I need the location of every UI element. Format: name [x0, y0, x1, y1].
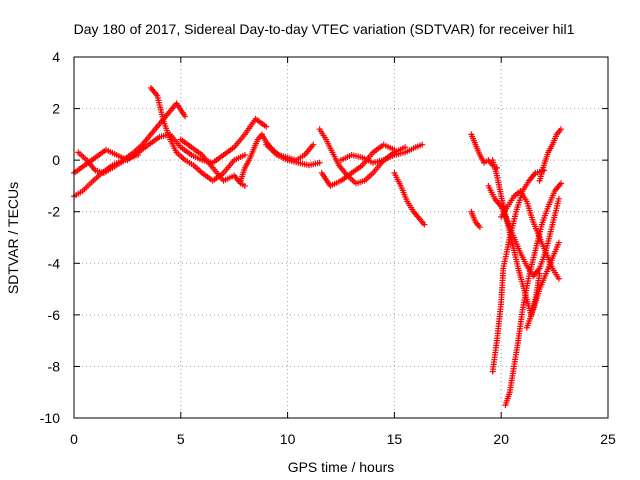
y-tick-label: -10: [40, 410, 60, 426]
tick-labels: 0 5 10 15 20 25 -10 -8 -6 -4 -2 0 2 4: [40, 49, 616, 447]
data-point: [421, 221, 428, 228]
x-axis-title: GPS time / hours: [288, 459, 395, 475]
series-track-7: [263, 141, 323, 169]
series-track-4: [147, 84, 248, 184]
data-point: [419, 141, 426, 148]
series-track-13: [468, 208, 483, 231]
y-axis-title: SDTVAR / TECUs: [5, 182, 21, 294]
y-tick-label: 0: [52, 152, 60, 168]
data-point: [402, 144, 409, 151]
data-point: [316, 159, 323, 166]
data-point: [555, 239, 562, 246]
series-track-15: [502, 180, 565, 409]
series-track-20: [536, 126, 565, 184]
series-track-1: [71, 115, 270, 177]
series-track-9: [318, 141, 398, 189]
chart-title: Day 180 of 2017, Sidereal Day-to-day VTE…: [74, 21, 575, 37]
y-tick-label: -4: [48, 255, 61, 271]
x-tick-label: 5: [177, 431, 185, 447]
plot-frame: [73, 56, 609, 419]
data-point: [135, 151, 142, 158]
axis-ticks: [73, 56, 609, 419]
y-tick-label: 2: [52, 101, 60, 117]
x-tick-label: 25: [600, 431, 616, 447]
x-tick-label: 0: [70, 431, 78, 447]
data-point: [555, 275, 562, 282]
data-point: [476, 224, 483, 231]
series-track-11: [391, 170, 428, 228]
x-tick-label: 15: [387, 431, 403, 447]
data-point: [310, 141, 317, 148]
data-point: [391, 146, 398, 153]
y-tick-label: -2: [48, 204, 61, 220]
data-point: [555, 195, 562, 202]
series-track-3: [75, 149, 142, 177]
series-track-18: [498, 188, 562, 282]
y-tick-label: -6: [48, 307, 61, 323]
series-track-16: [489, 157, 543, 318]
data-point: [241, 151, 248, 158]
series-track-10: [338, 141, 426, 166]
data-point: [241, 182, 248, 189]
x-tick-label: 20: [493, 431, 509, 447]
data-point: [182, 113, 189, 120]
series-track-5: [177, 136, 248, 189]
x-tick-label: 10: [280, 431, 296, 447]
grid: [74, 57, 608, 418]
y-tick-label: -8: [48, 358, 61, 374]
data-point: [263, 123, 270, 130]
data-points: [71, 84, 565, 409]
data-point: [558, 126, 565, 133]
series-track-2: [71, 100, 189, 200]
y-tick-label: 4: [52, 49, 60, 65]
series-track-19: [523, 239, 562, 331]
data-point: [558, 180, 565, 187]
